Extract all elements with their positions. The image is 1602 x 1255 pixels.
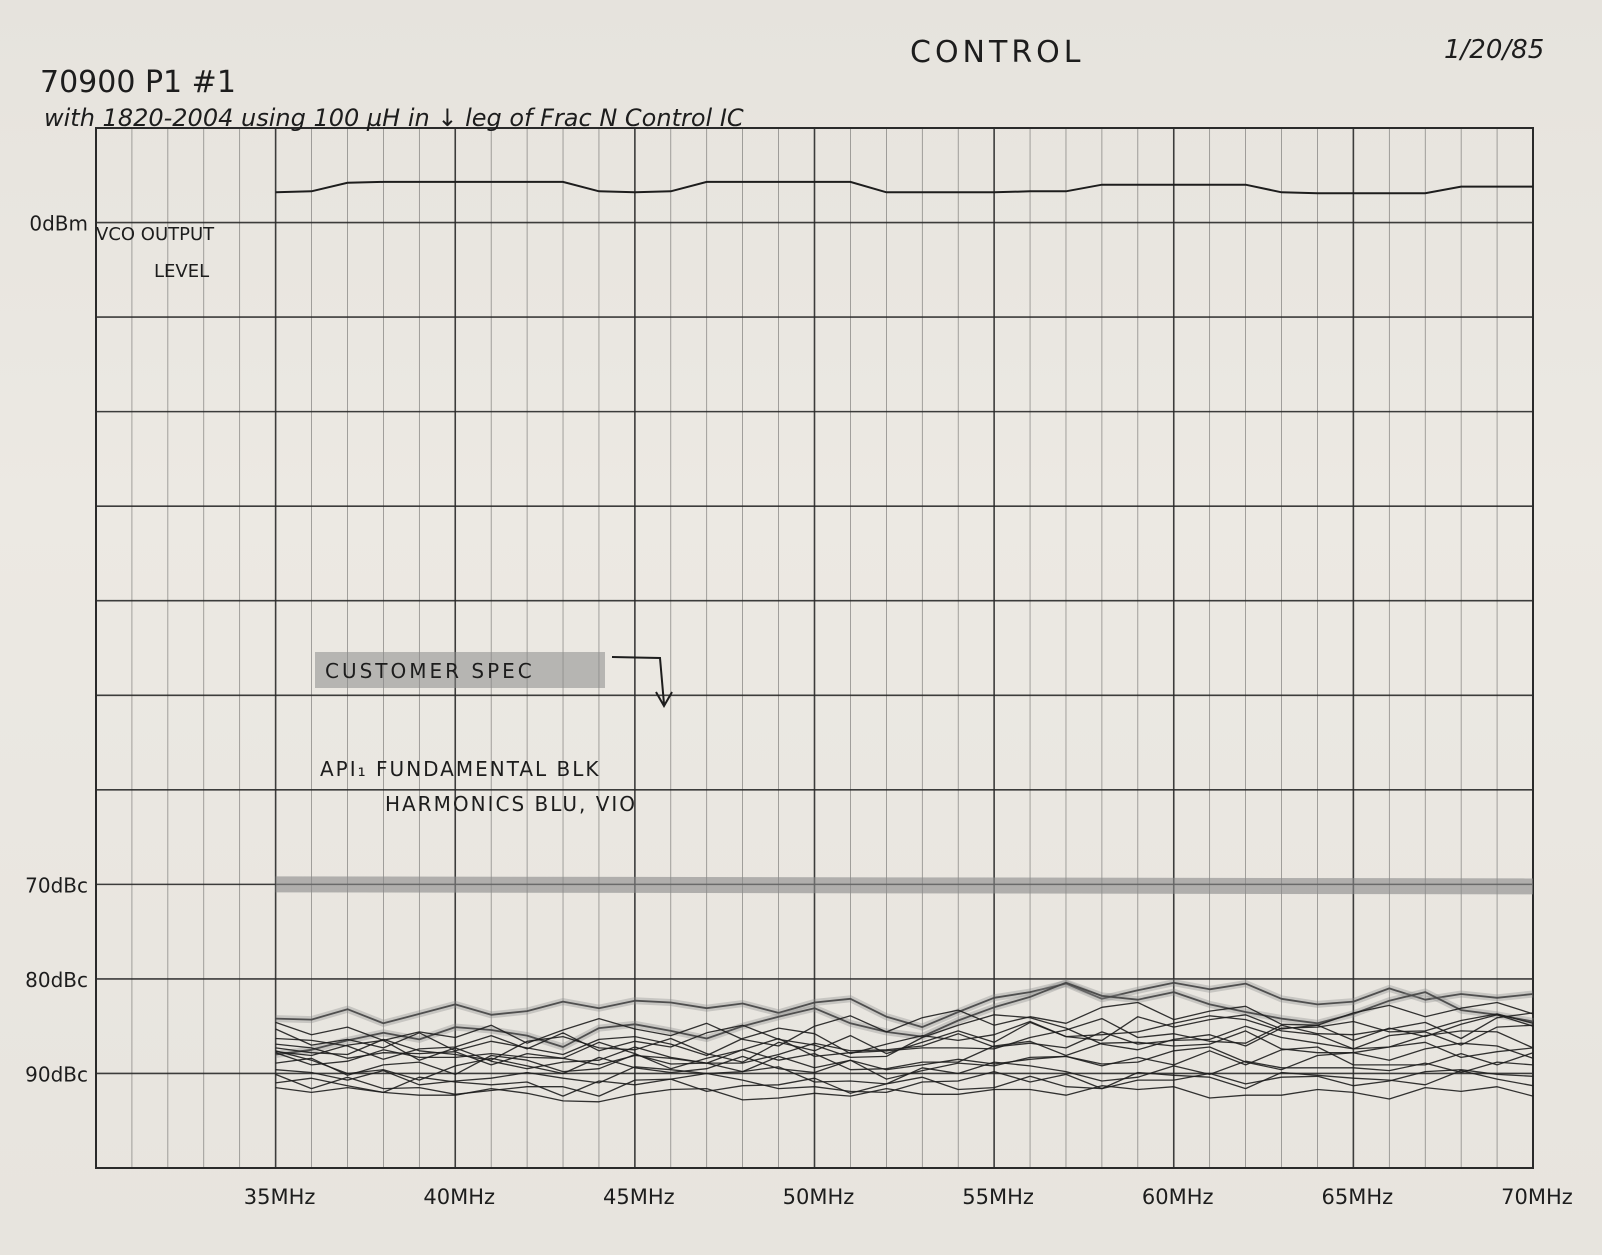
- legend-fundamental: API₁ FUNDAMENTAL BLK: [320, 757, 601, 781]
- x-tick-label: 60MHz: [1142, 1185, 1214, 1209]
- minor-grid: [131, 128, 1498, 1168]
- series-line-6: [275, 1030, 1534, 1071]
- x-axis-tick-labels: 35MHz 40MHz 45MHz 50MHz 55MHz 60MHz 65MHz 70MHz: [244, 1185, 1573, 1209]
- customer-spec-label: CUSTOMER SPEC: [325, 659, 535, 683]
- series-line-13: [275, 1042, 1534, 1081]
- series-line-15: [275, 1069, 1534, 1097]
- y-axis-tick-labels: 0dBm 70dBc 80dBc 90dBc: [25, 212, 88, 1087]
- series-line-12: [275, 1012, 1534, 1070]
- date-label: 1/20/85: [1444, 35, 1544, 65]
- section-title: CONTROL: [910, 35, 1085, 70]
- series-line-3: [275, 1013, 1534, 1060]
- series-line-1: [275, 981, 1534, 1028]
- series-line-10: [275, 1085, 1534, 1103]
- customer-spec-line: [275, 876, 1534, 895]
- series-line-11: [275, 1001, 1534, 1047]
- x-tick-label: 65MHz: [1322, 1185, 1394, 1209]
- test-note: with 1820-2004 using 100 µH in ↓ leg of …: [44, 104, 744, 132]
- y-tick-label: 80dBc: [25, 968, 88, 992]
- harmonics-series-group: [275, 978, 1534, 1103]
- series-line-7: [275, 1046, 1534, 1076]
- y-tick-label: 0dBm: [29, 212, 88, 236]
- vco-label-line2: LEVEL: [154, 261, 209, 282]
- project-title: 70900 P1 #1: [40, 65, 236, 100]
- vco-output-level-line: [275, 180, 1533, 195]
- series-line-2: [275, 981, 1534, 1056]
- series-line-8: [275, 1060, 1534, 1086]
- vco-label-line1: VCO OUTPUT: [96, 224, 215, 245]
- series-line-9: [275, 1069, 1534, 1097]
- x-tick-label: 40MHz: [423, 1185, 495, 1209]
- x-tick-label: 35MHz: [244, 1185, 316, 1209]
- plot-border: [95, 127, 1534, 1169]
- legend-harmonics: HARMONICS BLU, VIO: [385, 792, 637, 816]
- y-tick-label: 90dBc: [25, 1062, 88, 1086]
- x-tick-label: 55MHz: [962, 1185, 1034, 1209]
- spec-label-highlight: [315, 652, 605, 688]
- series-shadow-2: [275, 978, 1534, 1058]
- x-tick-label: 70MHz: [1501, 1185, 1573, 1209]
- series-line-14: [275, 1014, 1534, 1057]
- spec-arrow-icon: [611, 656, 673, 709]
- series-shadow-1: [275, 979, 1534, 1031]
- x-tick-label: 50MHz: [783, 1185, 855, 1209]
- y-tick-label: 70dBc: [25, 873, 88, 897]
- x-tick-label: 45MHz: [603, 1185, 675, 1209]
